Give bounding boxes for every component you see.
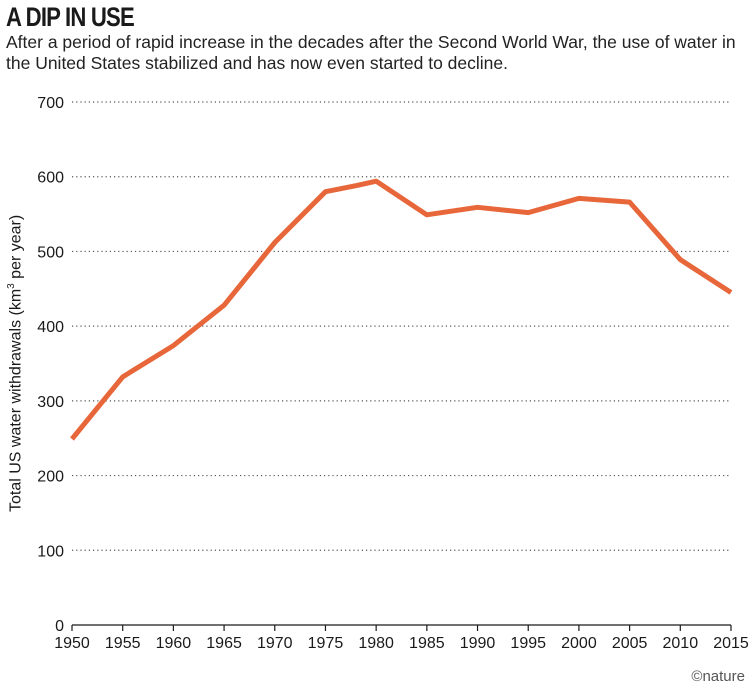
- x-tick-label-2000: 2000: [561, 635, 597, 652]
- x-tick-label-1960: 1960: [156, 635, 192, 652]
- y-tick-label-200: 200: [37, 469, 64, 486]
- y-tick-label-100: 100: [37, 543, 64, 560]
- chart-subtitle: After a period of rapid increase in the …: [6, 32, 736, 73]
- chart-title: A DIP IN USE: [6, 2, 135, 32]
- y-tick-label-500: 500: [37, 244, 64, 261]
- x-tick-label-1975: 1975: [308, 635, 344, 652]
- x-tick-label-1970: 1970: [257, 635, 293, 652]
- x-tick-label-1950: 1950: [54, 635, 90, 652]
- series-line-0: [70, 178, 733, 441]
- y-axis-label-superscript: 3: [6, 283, 17, 289]
- y-axis-label-prefix: Total US water withdrawals (km: [7, 288, 25, 513]
- x-tick-label-2005: 2005: [612, 635, 648, 652]
- y-tick-label-400: 400: [37, 319, 64, 336]
- x-tick-label-1990: 1990: [460, 635, 496, 652]
- x-tick-label-1965: 1965: [206, 635, 242, 652]
- x-tick-label-1995: 1995: [510, 635, 546, 652]
- y-tick-label-700: 700: [37, 95, 64, 112]
- nature-credit: ©nature: [691, 668, 745, 685]
- y-tick-label-0: 0: [55, 618, 64, 635]
- y-tick-label-300: 300: [37, 394, 64, 411]
- y-axis-label: Total US water withdrawals (km3 per year…: [6, 215, 25, 512]
- x-tick-label-1955: 1955: [105, 635, 141, 652]
- x-tick-label-1980: 1980: [358, 635, 394, 652]
- y-tick-label-600: 600: [37, 170, 64, 187]
- x-tick-label-1985: 1985: [409, 635, 445, 652]
- x-tick-label-2015: 2015: [713, 635, 749, 652]
- y-axis-label-suffix: per year): [7, 214, 25, 284]
- x-tick-label-2010: 2010: [663, 635, 699, 652]
